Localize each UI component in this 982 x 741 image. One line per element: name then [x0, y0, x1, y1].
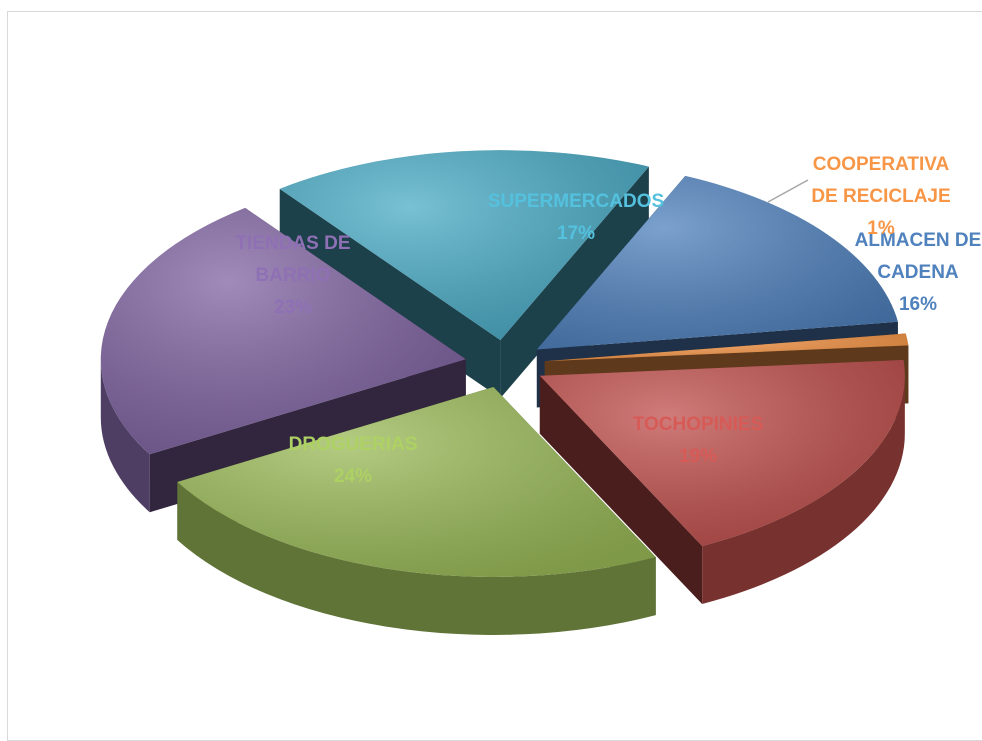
slice-rim: [100, 359, 150, 513]
slice-gloss: [544, 333, 909, 362]
data-label-supermercados: SUPERMERCADOS 17%: [488, 191, 664, 244]
data-label-droguerias: DROGUERIAS 24%: [289, 434, 418, 487]
pie-chart: ALMACEN DE CADENA 16% COOPERATIVA DE RECICLA…: [100, 150, 982, 635]
slice-rim: [177, 481, 656, 635]
slice-gloss: [279, 150, 649, 341]
data-label-value: 16%: [899, 294, 937, 315]
data-label-category: ALMACEN DE: [855, 230, 982, 251]
data-label-value: 19%: [679, 446, 717, 467]
slice-gloss: [536, 175, 898, 350]
data-label-category: DROGUERIAS: [289, 434, 418, 455]
slice-gloss: [100, 207, 466, 455]
slice-side-wall: [539, 375, 703, 604]
data-label-category: TIENDAS DE: [235, 233, 350, 254]
data-label-category: TOCHOPINIES: [633, 414, 764, 435]
data-label-category: COOPERATIVA: [813, 154, 950, 175]
data-label-value: 24%: [334, 466, 372, 487]
slice-rim: [702, 375, 905, 604]
pie-slice-tiendas-de-barrio: [100, 207, 466, 513]
data-label-almacen-de-cadena: ALMACEN DE CADENA 16%: [855, 230, 982, 315]
data-label-tiendas-de-barrio: TIENDAS DE BARRIO 23%: [235, 233, 350, 318]
pie-slice-droguerias: [177, 386, 656, 635]
slice-gloss: [177, 386, 656, 577]
data-label-value: 23%: [274, 297, 312, 318]
pie-slice-tochopinies: [539, 359, 905, 604]
data-label-tochopinies: TOCHOPINIES 19%: [633, 414, 764, 467]
data-label-category: DE RECICLAJE: [811, 186, 950, 207]
data-label-value: 1%: [867, 218, 895, 239]
chart-area: ALMACEN DE CADENA 16% COOPERATIVA DE RECICLA…: [7, 11, 982, 741]
data-label-category: BARRIO: [256, 265, 331, 286]
label-leader-line: [767, 179, 809, 203]
data-label-category: SUPERMERCADOS: [488, 191, 664, 212]
data-label-value: 17%: [557, 223, 595, 244]
data-label-cooperativa-de-reciclaje: COOPERATIVA DE RECICLAJE 1%: [811, 154, 950, 239]
data-label-category: CADENA: [877, 262, 959, 283]
slice-gloss: [539, 359, 905, 546]
slice-side-wall: [500, 166, 649, 399]
